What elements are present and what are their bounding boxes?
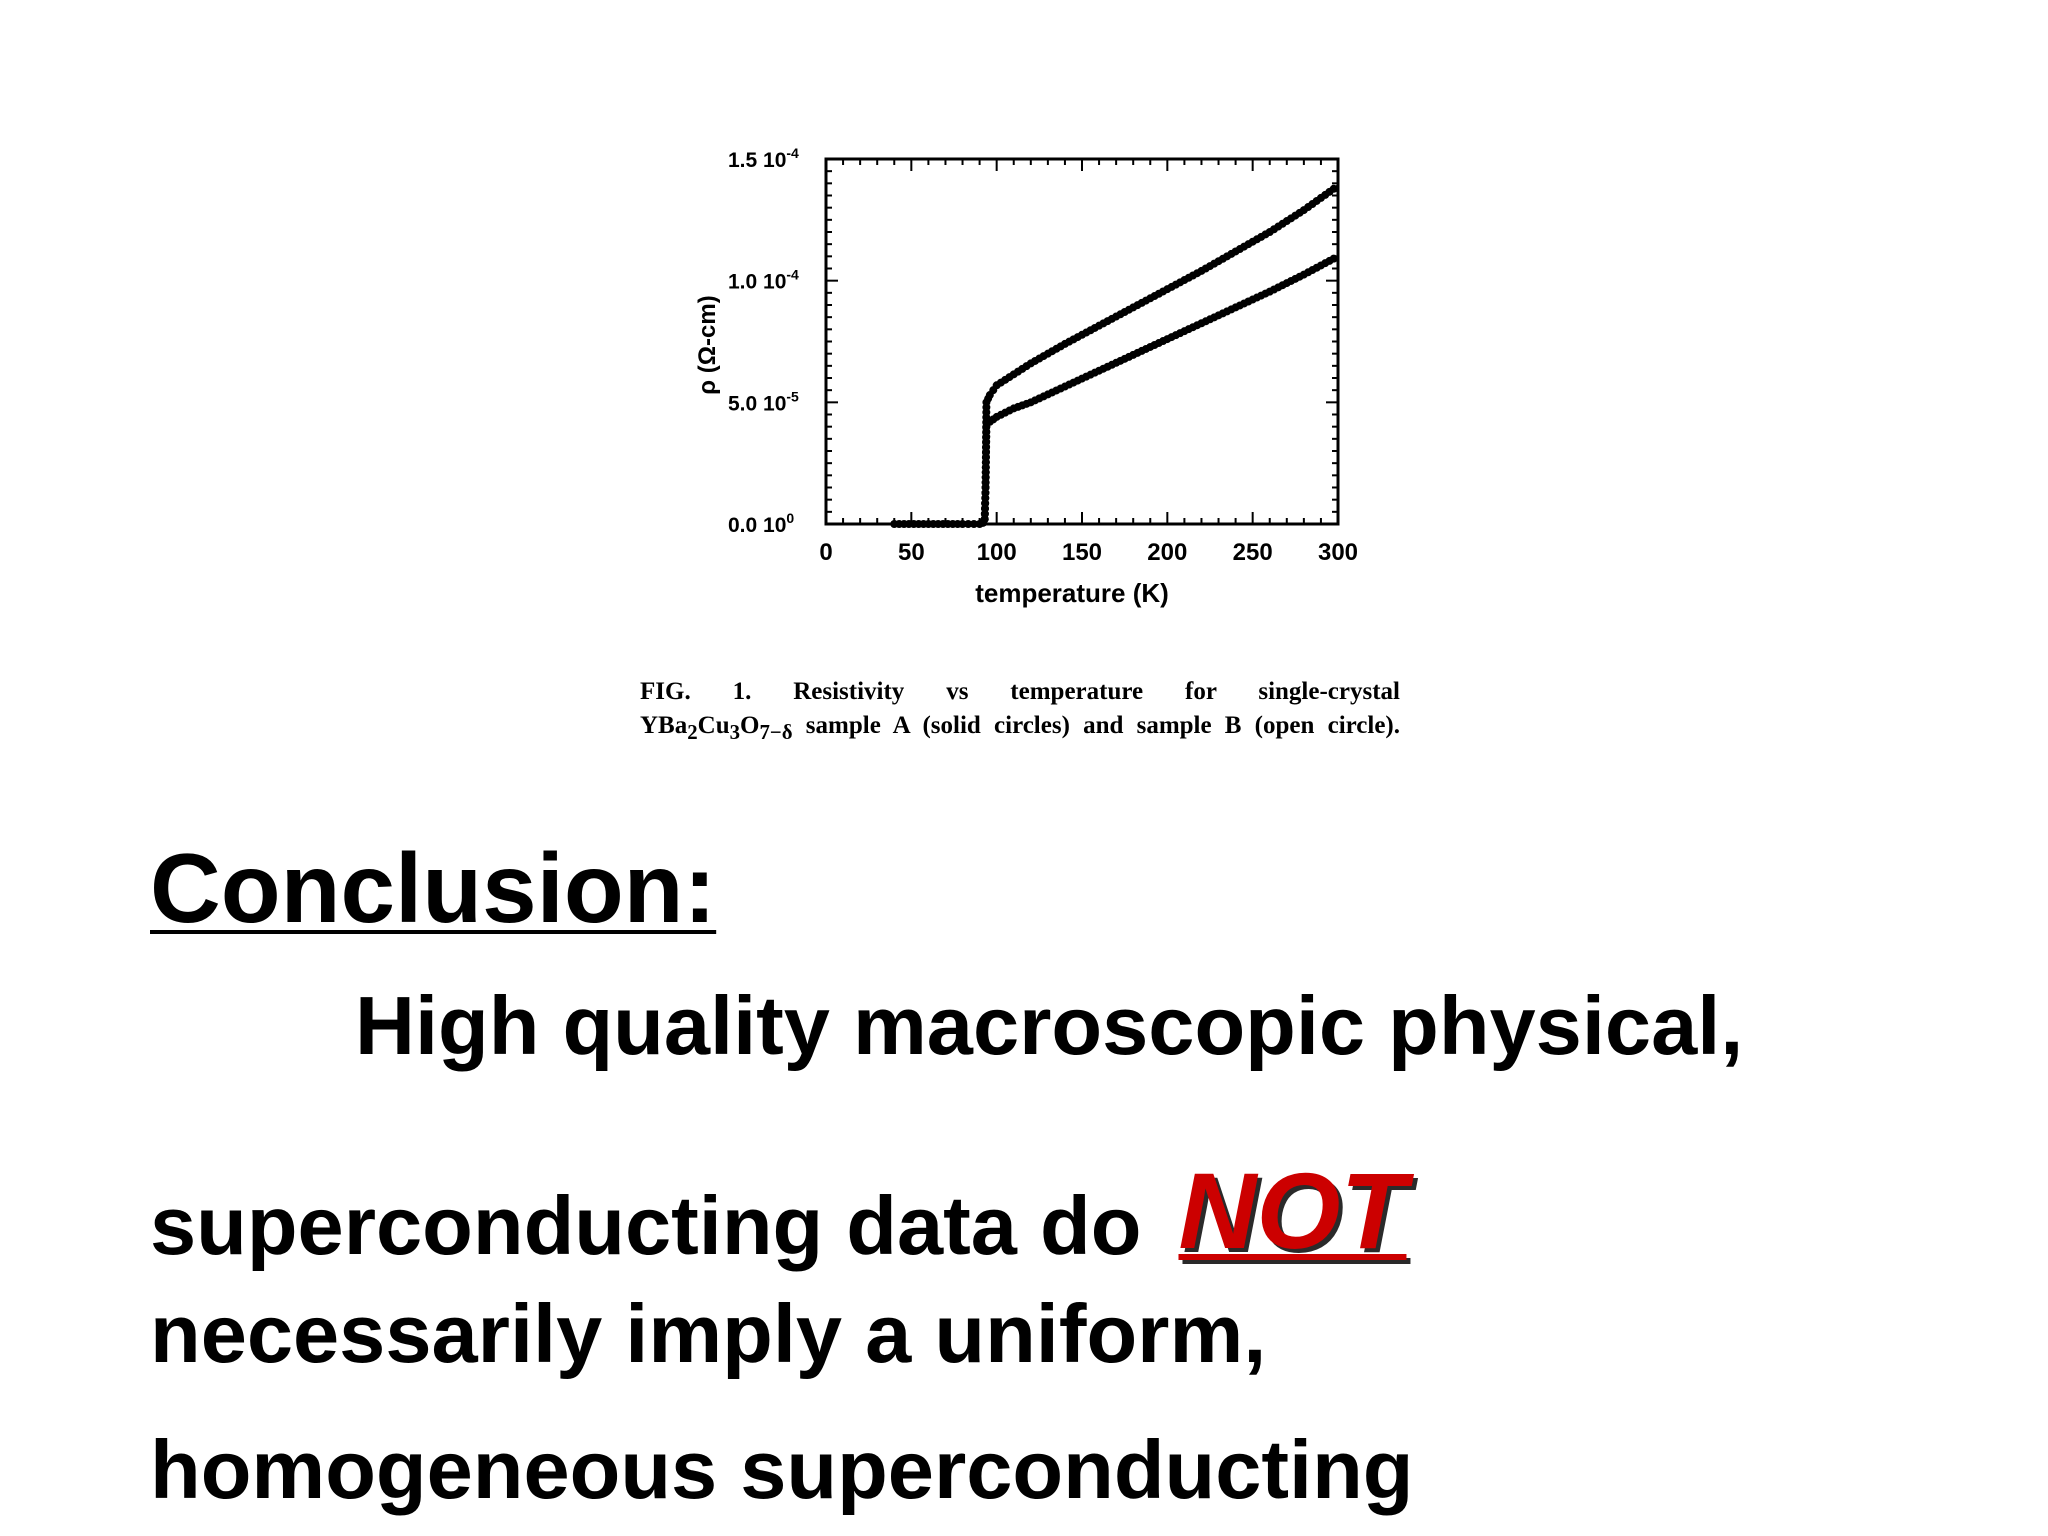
caption-formula-cu: Cu	[697, 712, 730, 739]
caption-sub: 2	[687, 720, 698, 744]
y-tick-exponent: 0	[786, 510, 794, 526]
x-tick-label: 150	[1062, 539, 1102, 566]
y-tick-exponent: -4	[786, 267, 799, 283]
data-point	[1329, 184, 1338, 193]
y-tick-exponent: -5	[786, 388, 799, 404]
not-emphasis: NOT	[1178, 1150, 1407, 1271]
y-tick-exponent: -4	[786, 145, 799, 161]
y-tick-label: 1.5 10-4	[728, 145, 799, 172]
data-series	[890, 184, 1339, 528]
conclusion-heading: Conclusion:	[150, 833, 717, 943]
caption-formula-o: O	[740, 712, 760, 739]
x-tick-label: 100	[977, 539, 1017, 566]
conclusion-line-4: homogeneous superconducting	[150, 1423, 1414, 1516]
conclusion-line-1: High quality macroscopic physical,	[355, 979, 1744, 1072]
caption-line-1: FIG. 1. Resistivity vs temperature for s…	[640, 678, 1400, 705]
axis-ticks	[825, 158, 1339, 525]
x-tick-label: 50	[898, 539, 925, 566]
conclusion-line-3: necessarily imply a uniform,	[150, 1287, 1267, 1380]
caption-sub: 7−δ	[759, 720, 793, 744]
y-tick-label: 0.0 100	[728, 510, 794, 537]
x-tick-label: 0	[819, 539, 832, 566]
x-tick-label: 300	[1318, 539, 1358, 566]
conclusion-line-2-text: superconducting data do	[150, 1179, 1165, 1272]
data-point	[1329, 254, 1338, 263]
figure-caption: FIG. 1. Resistivity vs temperature for s…	[640, 675, 1400, 749]
x-tick-label: 250	[1233, 539, 1273, 566]
series-line-sample-a	[894, 184, 1339, 526]
plot-frame	[824, 157, 1340, 526]
y-axis-label: ρ (Ω-cm)	[694, 295, 721, 394]
caption-formula-ba: YBa	[640, 712, 688, 739]
x-tick-label: 200	[1147, 539, 1187, 566]
caption-line-2: YBa2Cu3O7−δ sample A (solid circles) and…	[640, 709, 1400, 749]
plot-border	[824, 157, 1340, 526]
x-axis-label: temperature (K)	[975, 578, 1169, 608]
y-tick-label: 5.0 10-5	[728, 388, 799, 415]
data-point	[969, 520, 978, 528]
data-point	[958, 520, 967, 528]
conclusion-line-2: superconducting data do NOT	[150, 1148, 1406, 1274]
caption-rest: sample A (solid circles) and sample B (o…	[792, 712, 1400, 739]
y-tick-label: 1.0 10-4	[728, 267, 799, 294]
tick-labels: 0 50 100 150 200 250 300 0.0 100 5.0 10-5 1.0 10-…	[728, 145, 1358, 566]
caption-sub: 3	[729, 720, 741, 744]
data-point	[964, 520, 973, 528]
